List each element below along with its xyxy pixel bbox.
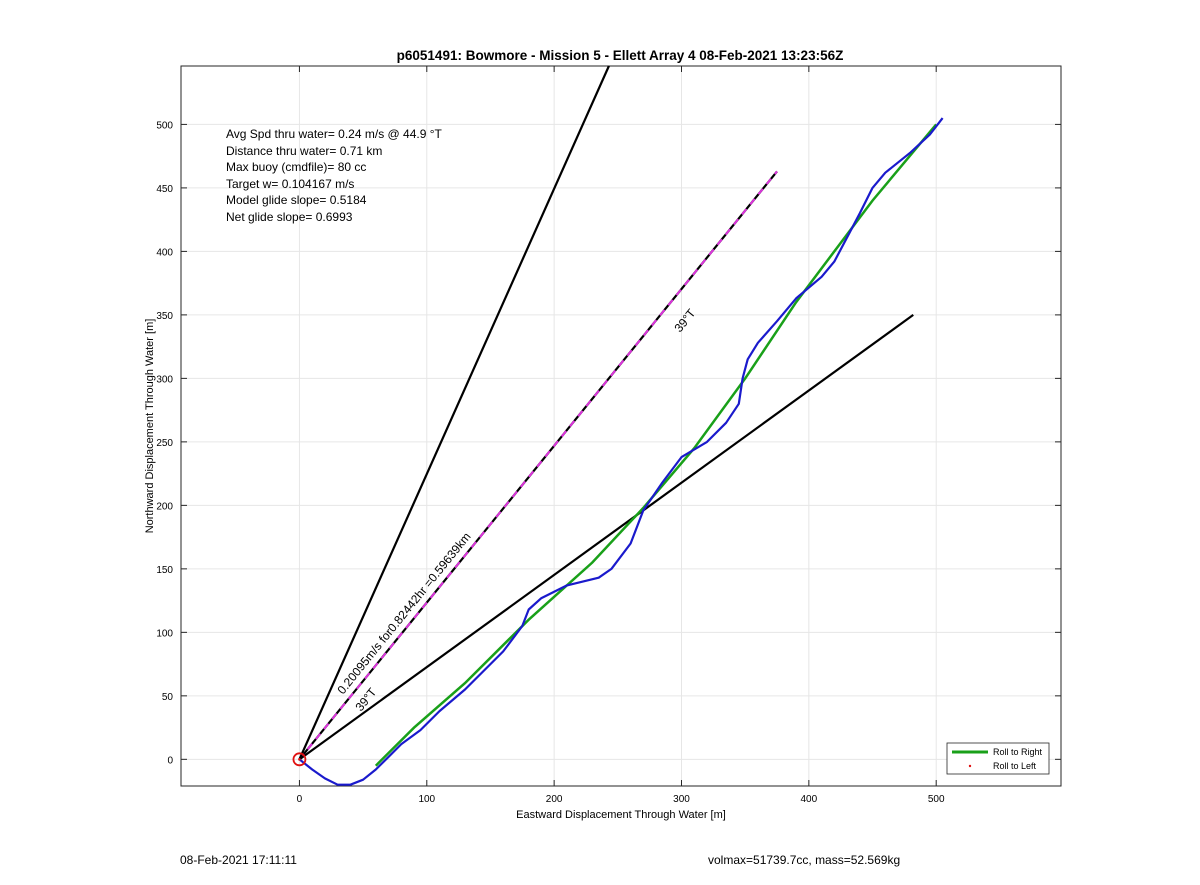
y-tick-label: 0 bbox=[167, 755, 173, 766]
annotation-max-buoy: Max buoy (cmdfile)= 80 cc bbox=[226, 160, 366, 174]
start-marker bbox=[292, 752, 307, 767]
annotation-model-glide: Model glide slope= 0.5184 bbox=[226, 193, 367, 207]
x-tick-label: 500 bbox=[928, 794, 945, 805]
y-tick-label: 350 bbox=[156, 311, 173, 322]
y-tick-label: 500 bbox=[156, 120, 173, 131]
annotation-distance: Distance thru water= 0.71 km bbox=[226, 144, 382, 158]
footer-timestamp: 08-Feb-2021 17:11:11 bbox=[180, 853, 297, 867]
annotation-net-glide: Net glide slope= 0.6993 bbox=[226, 210, 353, 224]
annotation-avg-speed: Avg Spd thru water= 0.24 m/s @ 44.9 °T bbox=[226, 127, 443, 141]
annotation-target-w: Target w= 0.104167 m/s bbox=[226, 177, 354, 191]
legend-box bbox=[946, 742, 1050, 775]
x-tick-label: 0 bbox=[297, 794, 303, 805]
legend: Roll to Right Roll to Left bbox=[946, 742, 1050, 775]
y-tick-label: 100 bbox=[156, 628, 173, 639]
x-tick-label: 400 bbox=[800, 794, 817, 805]
y-tick-label: 400 bbox=[156, 247, 173, 258]
series-layer bbox=[292, 117, 944, 786]
x-tick-label: 300 bbox=[673, 794, 690, 805]
chart-title: p6051491: Bowmore - Mission 5 - Ellett A… bbox=[397, 48, 844, 63]
point-roll-to-left bbox=[298, 758, 301, 761]
y-tick-label: 450 bbox=[156, 184, 173, 195]
annotation-block: Avg Spd thru water= 0.24 m/s @ 44.9 °T D… bbox=[226, 127, 443, 224]
bearing-line-upper bbox=[298, 65, 610, 760]
y-tick-label: 300 bbox=[156, 374, 173, 385]
x-axis-label: Eastward Displacement Through Water [m] bbox=[516, 809, 726, 821]
y-tick-label: 150 bbox=[156, 565, 173, 576]
current-vector-label: 0.20095m/s for0.82442hr =0.59639km bbox=[334, 530, 473, 697]
legend-label-roll-right: Roll to Right bbox=[993, 747, 1043, 757]
x-tick-label: 100 bbox=[418, 794, 435, 805]
series-roll-to-right bbox=[374, 123, 938, 767]
plot-area-frame bbox=[180, 65, 1062, 787]
y-axis-label: Northward Displacement Through Water [m] bbox=[144, 319, 156, 534]
x-tick-label: 200 bbox=[546, 794, 563, 805]
y-tick-label: 200 bbox=[156, 501, 173, 512]
y-tick-label: 50 bbox=[162, 692, 174, 703]
tick-layer: 0 100 200 300 400 500 0 50 100 150 200 250 300 350 400… bbox=[156, 66, 1061, 805]
current-vector-dash bbox=[298, 170, 778, 760]
bearing-label-upper: 39°T bbox=[671, 306, 698, 335]
bearing-line-lower bbox=[298, 313, 914, 761]
footer-stats: volmax=51739.7cc, mass=52.569kg bbox=[708, 853, 901, 867]
grid-layer bbox=[181, 66, 1061, 786]
reference-lines bbox=[298, 65, 914, 761]
legend-label-roll-left: Roll to Left bbox=[993, 761, 1037, 771]
legend-marker-roll-left bbox=[968, 764, 972, 768]
glider-track bbox=[298, 117, 944, 786]
y-tick-label: 250 bbox=[156, 438, 173, 449]
